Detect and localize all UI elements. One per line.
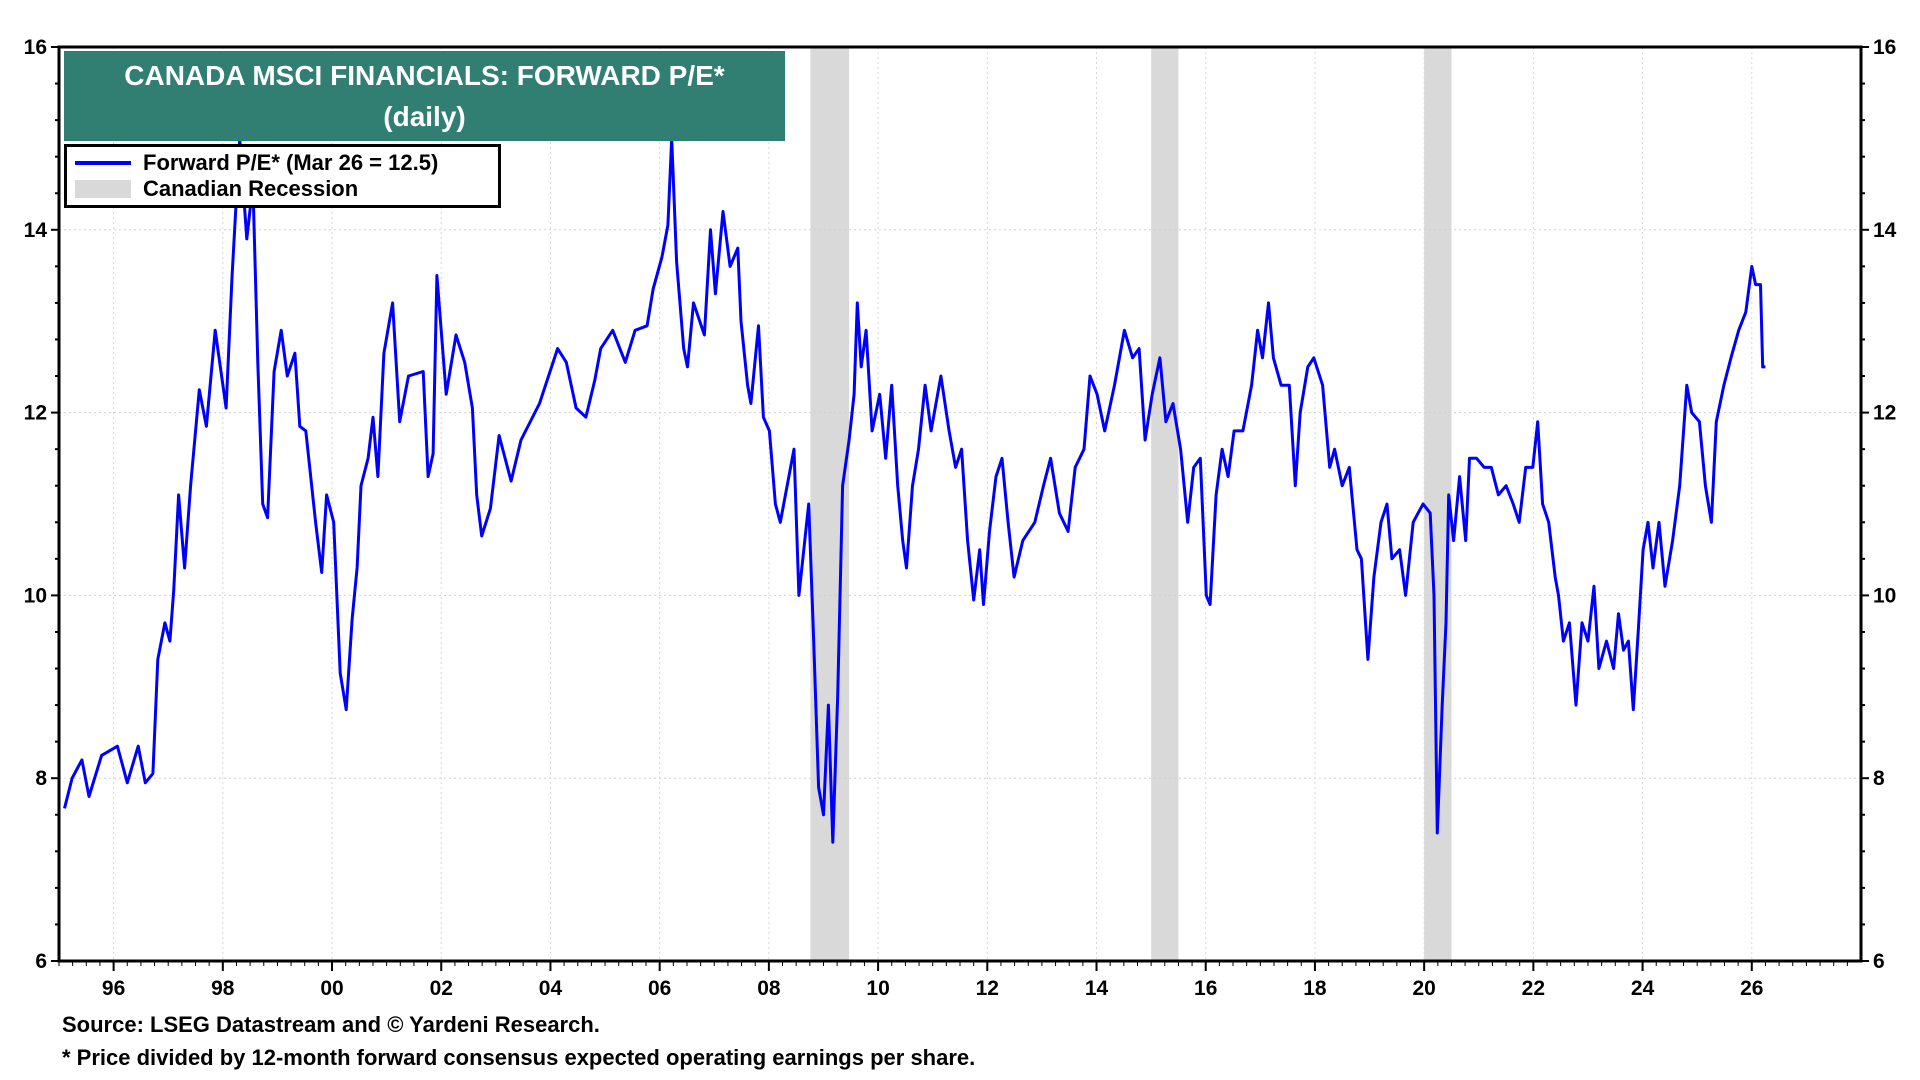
series-line-forward-pe <box>63 136 1766 844</box>
x-tick-label: 12 <box>976 977 999 1000</box>
legend-shade-swatch <box>75 180 131 198</box>
x-tick-label: 02 <box>430 977 453 1000</box>
source-note: Source: LSEG Datastream and © Yardeni Re… <box>62 1012 600 1037</box>
chart-title-box: CANADA MSCI FINANCIALS: FORWARD P/E* (da… <box>64 51 785 141</box>
x-tick-label: 98 <box>211 977 235 1000</box>
chart-title: CANADA MSCI FINANCIALS: FORWARD P/E* <box>124 60 725 91</box>
x-tick-label: 20 <box>1412 977 1435 1000</box>
y-tick-label-left: 14 <box>24 219 48 242</box>
x-tick-label: 08 <box>757 977 781 1000</box>
x-tick-label: 24 <box>1631 977 1655 1000</box>
x-tick-label: 18 <box>1303 977 1327 1000</box>
x-tick-label: 26 <box>1740 977 1763 1000</box>
legend-item-recession: Canadian Recession <box>75 176 358 202</box>
x-tick-label: 14 <box>1085 977 1109 1000</box>
x-tick-label: 96 <box>102 977 125 1000</box>
y-tick-label-left: 10 <box>24 584 47 607</box>
y-tick-label-right: 16 <box>1873 36 1896 59</box>
legend-line-swatch <box>75 161 131 165</box>
y-tick-label-right: 10 <box>1873 584 1896 607</box>
x-tick-label: 00 <box>320 977 343 1000</box>
y-tick-label-right: 14 <box>1873 219 1897 242</box>
x-tick-label: 04 <box>539 977 563 1000</box>
legend-label: Canadian Recession <box>143 176 359 201</box>
x-tick-label: 10 <box>866 977 889 1000</box>
legend: Forward P/E* (Mar 26 = 12.5) Canadian Re… <box>64 144 501 208</box>
y-tick-label-left: 8 <box>35 767 47 790</box>
footnote: * Price divided by 12-month forward cons… <box>62 1045 976 1070</box>
y-tick-label-right: 8 <box>1873 767 1885 790</box>
chart-subtitle: (daily) <box>383 101 466 132</box>
legend-item-forward-pe: Forward P/E* (Mar 26 = 12.5) <box>75 150 438 176</box>
x-tick-label: 16 <box>1194 977 1217 1000</box>
y-tick-label-left: 6 <box>35 950 47 973</box>
x-tick-label: 06 <box>648 977 671 1000</box>
x-tick-label: 22 <box>1522 977 1545 1000</box>
y-tick-label-left: 16 <box>24 36 47 59</box>
y-tick-label-left: 12 <box>24 402 47 425</box>
y-tick-label-right: 12 <box>1873 402 1896 425</box>
legend-label: Forward P/E* (Mar 26 = 12.5) <box>143 150 439 175</box>
recession-band <box>1151 47 1179 961</box>
y-tick-label-right: 6 <box>1873 950 1885 973</box>
